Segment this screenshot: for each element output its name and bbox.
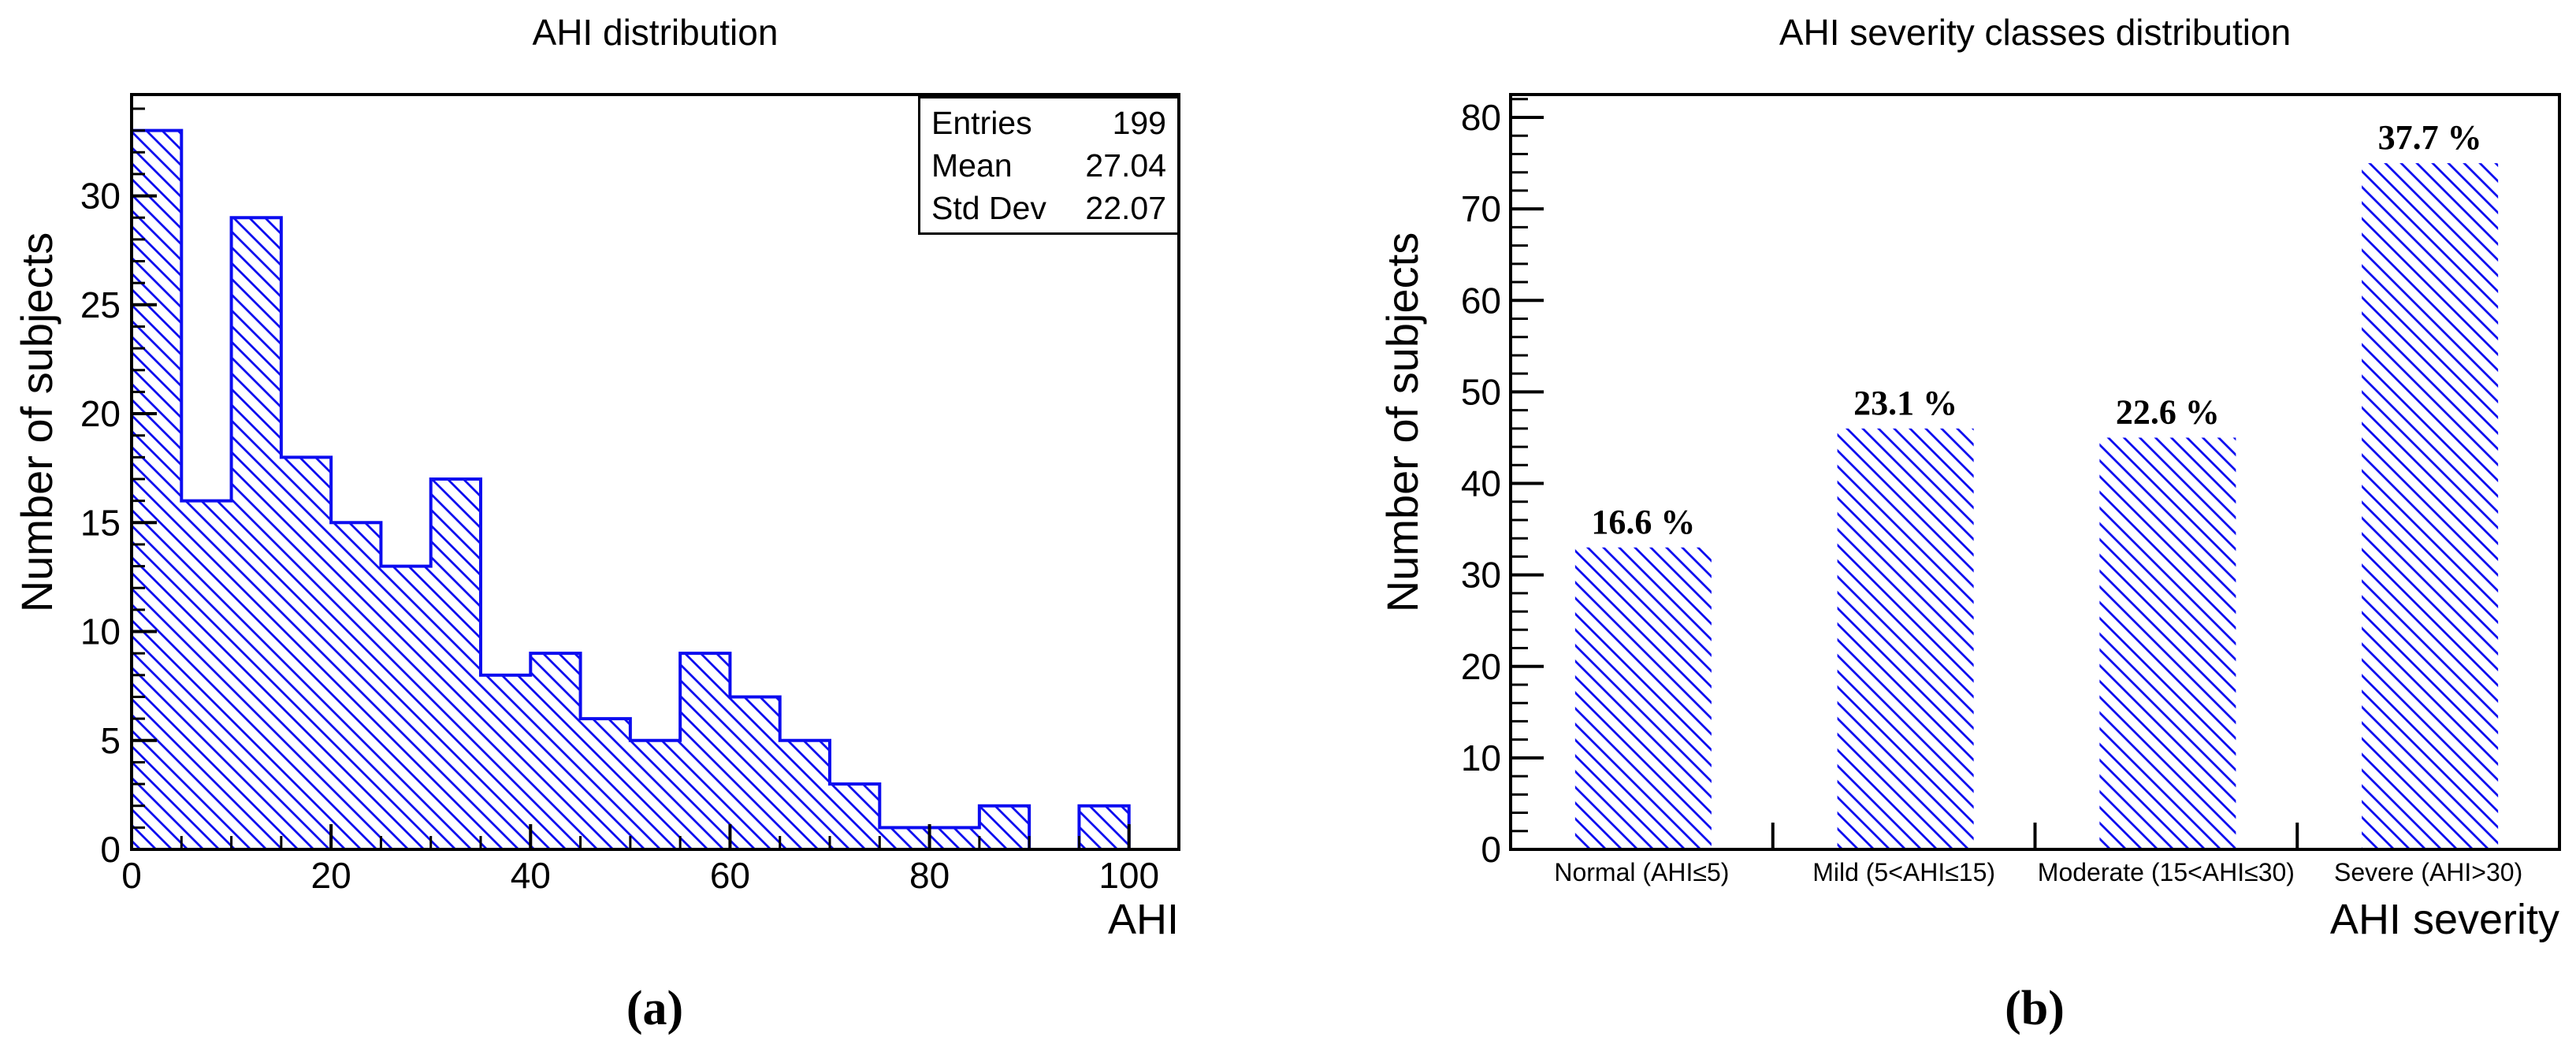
- y-axis-b: 0 10 20 30 40 50 60 70 80: [1461, 97, 1544, 870]
- y-tick-label: 50: [1461, 371, 1501, 412]
- bar-percent-label: 22.6 %: [2116, 392, 2220, 431]
- y-tick-label: 0: [100, 829, 121, 870]
- x-tick-label: 20: [311, 855, 351, 896]
- y-tick-label: 10: [80, 611, 121, 652]
- x-tick-label: 40: [511, 855, 551, 896]
- y-tick-label: 10: [1461, 737, 1501, 778]
- bar-1: [1837, 428, 1974, 849]
- bar-2: [2099, 437, 2236, 849]
- plot-frame-a: [130, 93, 1180, 851]
- plot-frame-b: [1509, 93, 2561, 851]
- y-tick-label: 5: [100, 720, 121, 761]
- category-label: Mild (5<AHI≤15): [1812, 858, 1995, 886]
- x-axis-a: 0 20 40 60 80 100: [121, 824, 1159, 896]
- bars-b: 16.6 % Normal (AHI≤5) 23.1 % Mild (5<AHI≤15…: [1554, 118, 2522, 886]
- chart-a-x-axis-title: AHI: [1107, 896, 1179, 943]
- bar-0: [1574, 547, 1712, 849]
- chart-b-title: AHI severity classes distribution: [1779, 12, 2292, 53]
- x-axis-b: [1771, 823, 2299, 848]
- bar-percent-label: 16.6 %: [1591, 503, 1695, 541]
- chart-a-y-axis-title: Number of subjects: [12, 232, 61, 613]
- bar-3: [2362, 163, 2499, 849]
- panel-a-caption: (a): [626, 982, 684, 1035]
- y-tick-label: 30: [1461, 555, 1501, 596]
- stats-row-mean: Mean 27.04: [931, 147, 1166, 184]
- x-tick-label: 0: [121, 855, 142, 896]
- y-tick-label: 60: [1461, 280, 1501, 321]
- y-tick-label: 25: [80, 284, 121, 325]
- chart-a-title: AHI distribution: [532, 12, 779, 53]
- bar-percent-label: 23.1 %: [1853, 384, 1957, 422]
- y-tick-label: 15: [80, 502, 121, 543]
- category-label: Normal (AHI≤5): [1554, 858, 1729, 886]
- stats-value-mean: 27.04: [1085, 147, 1166, 184]
- y-tick-label: 0: [1481, 829, 1501, 870]
- stats-value-stddev: 22.07: [1085, 189, 1166, 226]
- y-tick-label: 20: [1461, 646, 1501, 687]
- stats-box: Entries 199 Mean 27.04 Std Dev 22.07: [918, 96, 1180, 235]
- stats-value-entries: 199: [1112, 104, 1166, 141]
- stats-label-stddev: Std Dev: [931, 189, 1046, 226]
- y-axis-a: 0 5 10 15 20 25 30: [80, 107, 157, 870]
- panel-b-caption: (b): [2005, 982, 2065, 1035]
- x-tick-label: 60: [710, 855, 750, 896]
- x-tick-label: 80: [909, 855, 950, 896]
- y-tick-label: 30: [80, 176, 121, 217]
- y-tick-label: 40: [1461, 463, 1501, 504]
- stats-label-mean: Mean: [931, 147, 1013, 184]
- histogram-a-fill: [132, 130, 1129, 850]
- y-tick-label: 20: [80, 393, 121, 434]
- y-tick-label: 80: [1461, 97, 1501, 138]
- category-label: Moderate (15<AHI≤30): [2038, 858, 2295, 886]
- bar-percent-label: 37.7 %: [2378, 118, 2482, 157]
- stats-label-entries: Entries: [931, 104, 1032, 141]
- chart-b-y-axis-title: Number of subjects: [1377, 232, 1427, 613]
- stats-row-entries: Entries 199: [931, 105, 1166, 142]
- chart-b-x-axis-title: AHI severity: [2329, 896, 2559, 943]
- histogram-a-outline: [130, 128, 1131, 851]
- stats-row-stddev: Std Dev 22.07: [931, 190, 1166, 227]
- y-tick-label: 70: [1461, 188, 1501, 229]
- histogram-a: [130, 128, 1131, 851]
- category-label: Severe (AHI>30): [2334, 858, 2522, 886]
- x-tick-label: 100: [1098, 855, 1159, 896]
